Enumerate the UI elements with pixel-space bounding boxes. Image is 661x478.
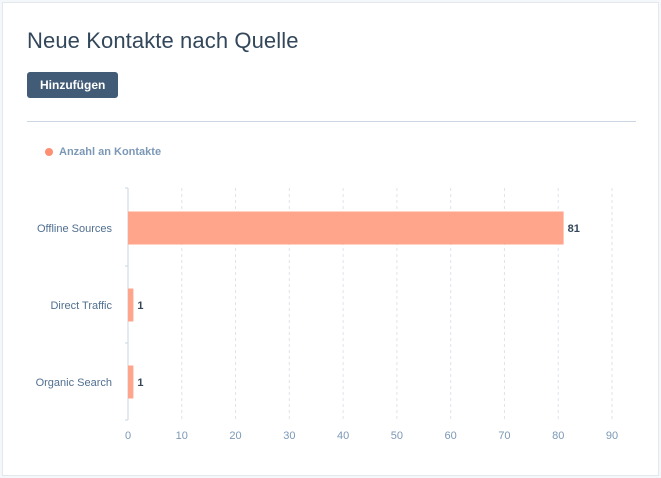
- add-button[interactable]: Hinzufügen: [27, 72, 119, 98]
- category-label: Offline Sources: [37, 223, 113, 235]
- x-tick-label: 0: [125, 430, 131, 442]
- x-tick-label: 30: [283, 430, 295, 442]
- legend-dot-icon: [45, 148, 53, 156]
- bar: [128, 288, 134, 322]
- x-tick-label: 40: [337, 430, 349, 442]
- category-label: Direct Traffic: [50, 300, 112, 312]
- bar: [128, 211, 564, 245]
- x-tick-label: 20: [229, 430, 241, 442]
- x-tick-label: 90: [606, 430, 618, 442]
- x-tick-label: 60: [445, 430, 457, 442]
- page-title: Neue Kontakte nach Quelle: [27, 28, 299, 53]
- chart-legend: Anzahl an Kontakte: [45, 146, 161, 158]
- data-label: 1: [137, 300, 143, 312]
- x-tick-label: 10: [176, 430, 188, 442]
- divider: [27, 121, 636, 122]
- data-label: 1: [137, 377, 143, 389]
- x-tick-label: 50: [391, 430, 403, 442]
- category-label: Organic Search: [36, 377, 112, 389]
- x-tick-label: 70: [498, 430, 510, 442]
- data-label: 81: [568, 223, 580, 235]
- x-tick-label: 80: [552, 430, 564, 442]
- legend-label: Anzahl an Kontakte: [59, 146, 162, 158]
- bar: [128, 365, 134, 399]
